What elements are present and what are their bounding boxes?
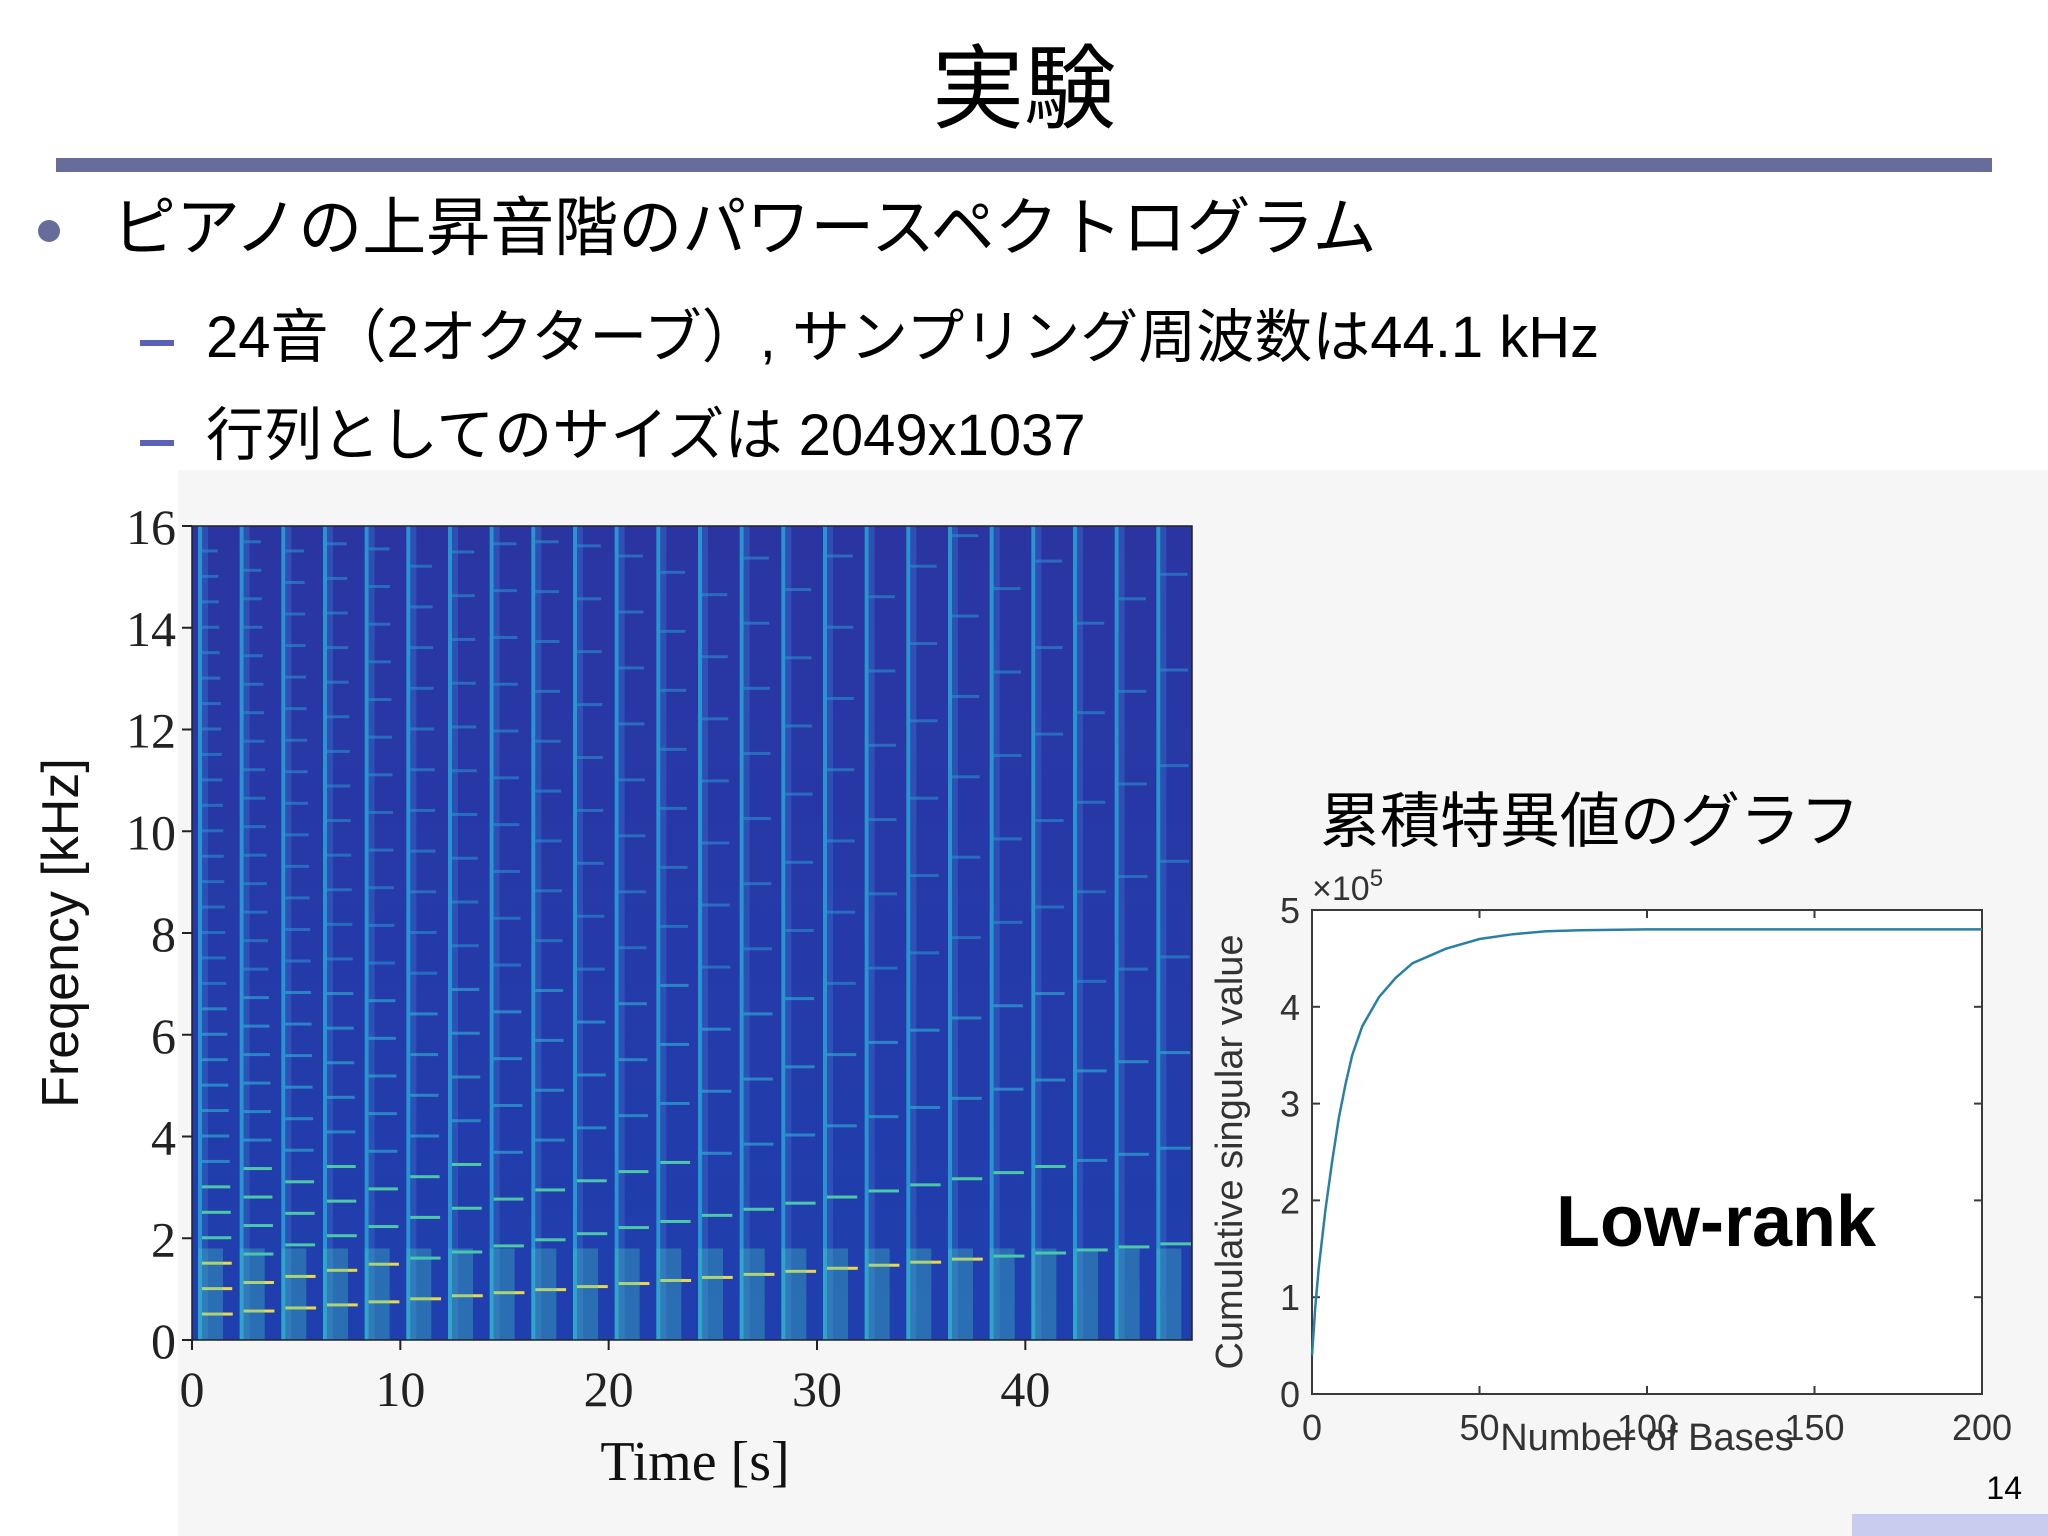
spectrogram-y-tick-label: 8 <box>151 906 176 962</box>
spectrogram-note <box>198 526 233 1340</box>
singular-value-y-tick-label: 0 <box>1280 1374 1300 1415</box>
spectrogram-note <box>614 526 650 1340</box>
spectrogram-note <box>364 526 400 1340</box>
slide-title: 実験 <box>931 39 1116 141</box>
singular-value-y-tick-label: 1 <box>1280 1277 1300 1318</box>
spectrogram-note <box>448 526 483 1340</box>
singular-value-y-tick-label: 5 <box>1280 890 1300 931</box>
spectrogram-note <box>239 526 275 1340</box>
spectrogram-note <box>531 526 567 1340</box>
singular-value-chart-heading: 累積特異値のグラフ <box>1320 788 1860 855</box>
sub-bullet-dash <box>140 440 174 446</box>
spectrogram-y-ticks: 0 2 4 6 8 10 12 14 16 <box>126 499 192 1369</box>
spectrogram-x-tick-label: 40 <box>1000 1361 1050 1417</box>
main-bullet: ピアノの上昇音階のパワースペクトログラム <box>112 192 1377 264</box>
spectrogram-figure: 0 2 4 6 8 10 12 14 16 0 10 20 30 40 Time [s] Freqenc… <box>32 499 1193 1493</box>
page-number: 14 <box>1986 1470 2022 1506</box>
spectrogram-x-tick-label: 20 <box>584 1361 634 1417</box>
singular-value-y-ticks: 0 1 2 3 4 5 <box>1280 890 1982 1415</box>
spectrogram-note <box>864 526 900 1340</box>
spectrogram-note <box>781 526 817 1340</box>
singular-value-chart: 0 1 2 3 4 5 0 50 100 150 200 ×105 Number of Bases… <box>1209 865 2012 1459</box>
sub-bullet-matrix-size: 行列としてのサイズは 2049x1037 <box>206 403 1086 468</box>
spectrogram-note <box>1031 526 1067 1340</box>
spectrogram-x-ticks: 0 10 20 30 40 <box>180 1340 1050 1417</box>
spectrogram-note <box>406 526 442 1340</box>
spectrogram-y-tick-label: 14 <box>126 601 176 657</box>
spectrogram-x-tick-label: 10 <box>375 1361 425 1417</box>
spectrogram-note <box>1156 526 1192 1340</box>
spectrogram-note <box>1073 526 1108 1340</box>
spectrogram-y-tick-label: 6 <box>151 1008 176 1064</box>
singular-value-y-tick-label: 2 <box>1280 1180 1300 1221</box>
spectrogram-x-tick-label: 0 <box>180 1361 205 1417</box>
spectrogram-note <box>323 526 358 1340</box>
spectrogram-note <box>906 526 942 1340</box>
singular-value-y-tick-label: 4 <box>1280 987 1300 1028</box>
spectrogram-y-tick-label: 16 <box>126 499 176 555</box>
singular-value-x-ticks: 0 50 100 150 200 <box>1302 910 2012 1448</box>
title-divider <box>56 158 1992 172</box>
spectrogram-x-tick-label: 30 <box>792 1361 842 1417</box>
corner-accent-bar <box>1852 1514 2048 1536</box>
spectrogram-note <box>489 526 525 1340</box>
spectrogram-notes <box>198 526 1192 1340</box>
sub-bullet-dash <box>140 340 174 346</box>
spectrogram-note <box>573 526 608 1340</box>
singular-value-y-label: Cumulative singular value <box>1209 934 1251 1369</box>
spectrogram-y-tick-label: 10 <box>126 804 176 860</box>
spectrogram-x-label: Time [s] <box>600 1431 789 1493</box>
singular-value-x-label: Number of Bases <box>1500 1417 1794 1459</box>
bullet-dot <box>38 220 60 242</box>
spectrogram-note <box>1114 526 1150 1340</box>
spectrogram-note <box>281 526 317 1340</box>
singular-value-x-tick-label: 0 <box>1302 1407 1322 1448</box>
cumulative-singular-value-line <box>1310 928 1982 1356</box>
singular-value-x-tick-label: 50 <box>1459 1407 1499 1448</box>
singular-value-x-tick-label: 100 <box>1617 1407 1677 1448</box>
spectrogram-y-tick-label: 0 <box>151 1313 176 1369</box>
spectrogram-note <box>739 526 775 1340</box>
spectrogram-note <box>948 526 983 1340</box>
spectrogram-note <box>656 526 692 1340</box>
low-rank-annotation: Low-rank <box>1556 1182 1877 1262</box>
spectrogram-note <box>823 526 858 1340</box>
y-scale-multiplier: ×105 <box>1312 865 1383 908</box>
spectrogram-y-label: Freqency [kHz] <box>32 758 90 1108</box>
spectrogram-plot-area <box>192 526 1192 1340</box>
sub-bullet-sampling: 24音（2オクターブ）, サンプリング周波数は44.1 kHz <box>206 305 1600 370</box>
spectrogram-note <box>698 526 733 1340</box>
spectrogram-note <box>989 526 1025 1340</box>
spectrogram-y-tick-label: 4 <box>151 1110 176 1166</box>
singular-value-x-tick-label: 200 <box>1952 1407 2012 1448</box>
singular-value-y-tick-label: 3 <box>1280 1084 1300 1125</box>
singular-value-plot-area <box>1311 909 1983 1395</box>
spectrogram-y-tick-label: 12 <box>126 703 176 759</box>
spectrogram-y-tick-label: 2 <box>151 1211 176 1267</box>
singular-value-x-tick-label: 150 <box>1784 1407 1844 1448</box>
